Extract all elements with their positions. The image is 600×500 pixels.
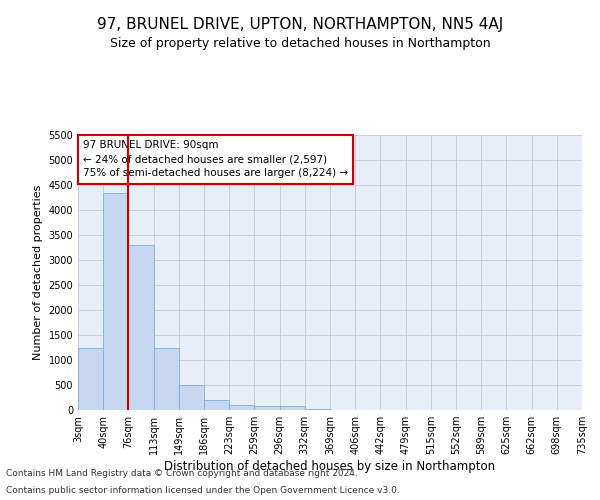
Bar — [154, 348, 179, 410]
Bar — [305, 408, 330, 410]
Text: 97 BRUNEL DRIVE: 90sqm
← 24% of detached houses are smaller (2,597)
75% of semi-: 97 BRUNEL DRIVE: 90sqm ← 24% of detached… — [83, 140, 348, 178]
X-axis label: Distribution of detached houses by size in Northampton: Distribution of detached houses by size … — [164, 460, 496, 473]
Bar — [254, 406, 280, 410]
Bar — [204, 400, 229, 410]
Bar — [78, 348, 103, 410]
Bar — [280, 406, 305, 410]
Text: Contains public sector information licensed under the Open Government Licence v3: Contains public sector information licen… — [6, 486, 400, 495]
Text: Contains HM Land Registry data © Crown copyright and database right 2024.: Contains HM Land Registry data © Crown c… — [6, 468, 358, 477]
Bar — [179, 385, 204, 410]
Bar — [128, 245, 154, 410]
Text: 97, BRUNEL DRIVE, UPTON, NORTHAMPTON, NN5 4AJ: 97, BRUNEL DRIVE, UPTON, NORTHAMPTON, NN… — [97, 18, 503, 32]
Bar — [229, 405, 254, 410]
Y-axis label: Number of detached properties: Number of detached properties — [33, 185, 43, 360]
Bar — [103, 192, 128, 410]
Text: Size of property relative to detached houses in Northampton: Size of property relative to detached ho… — [110, 38, 490, 51]
